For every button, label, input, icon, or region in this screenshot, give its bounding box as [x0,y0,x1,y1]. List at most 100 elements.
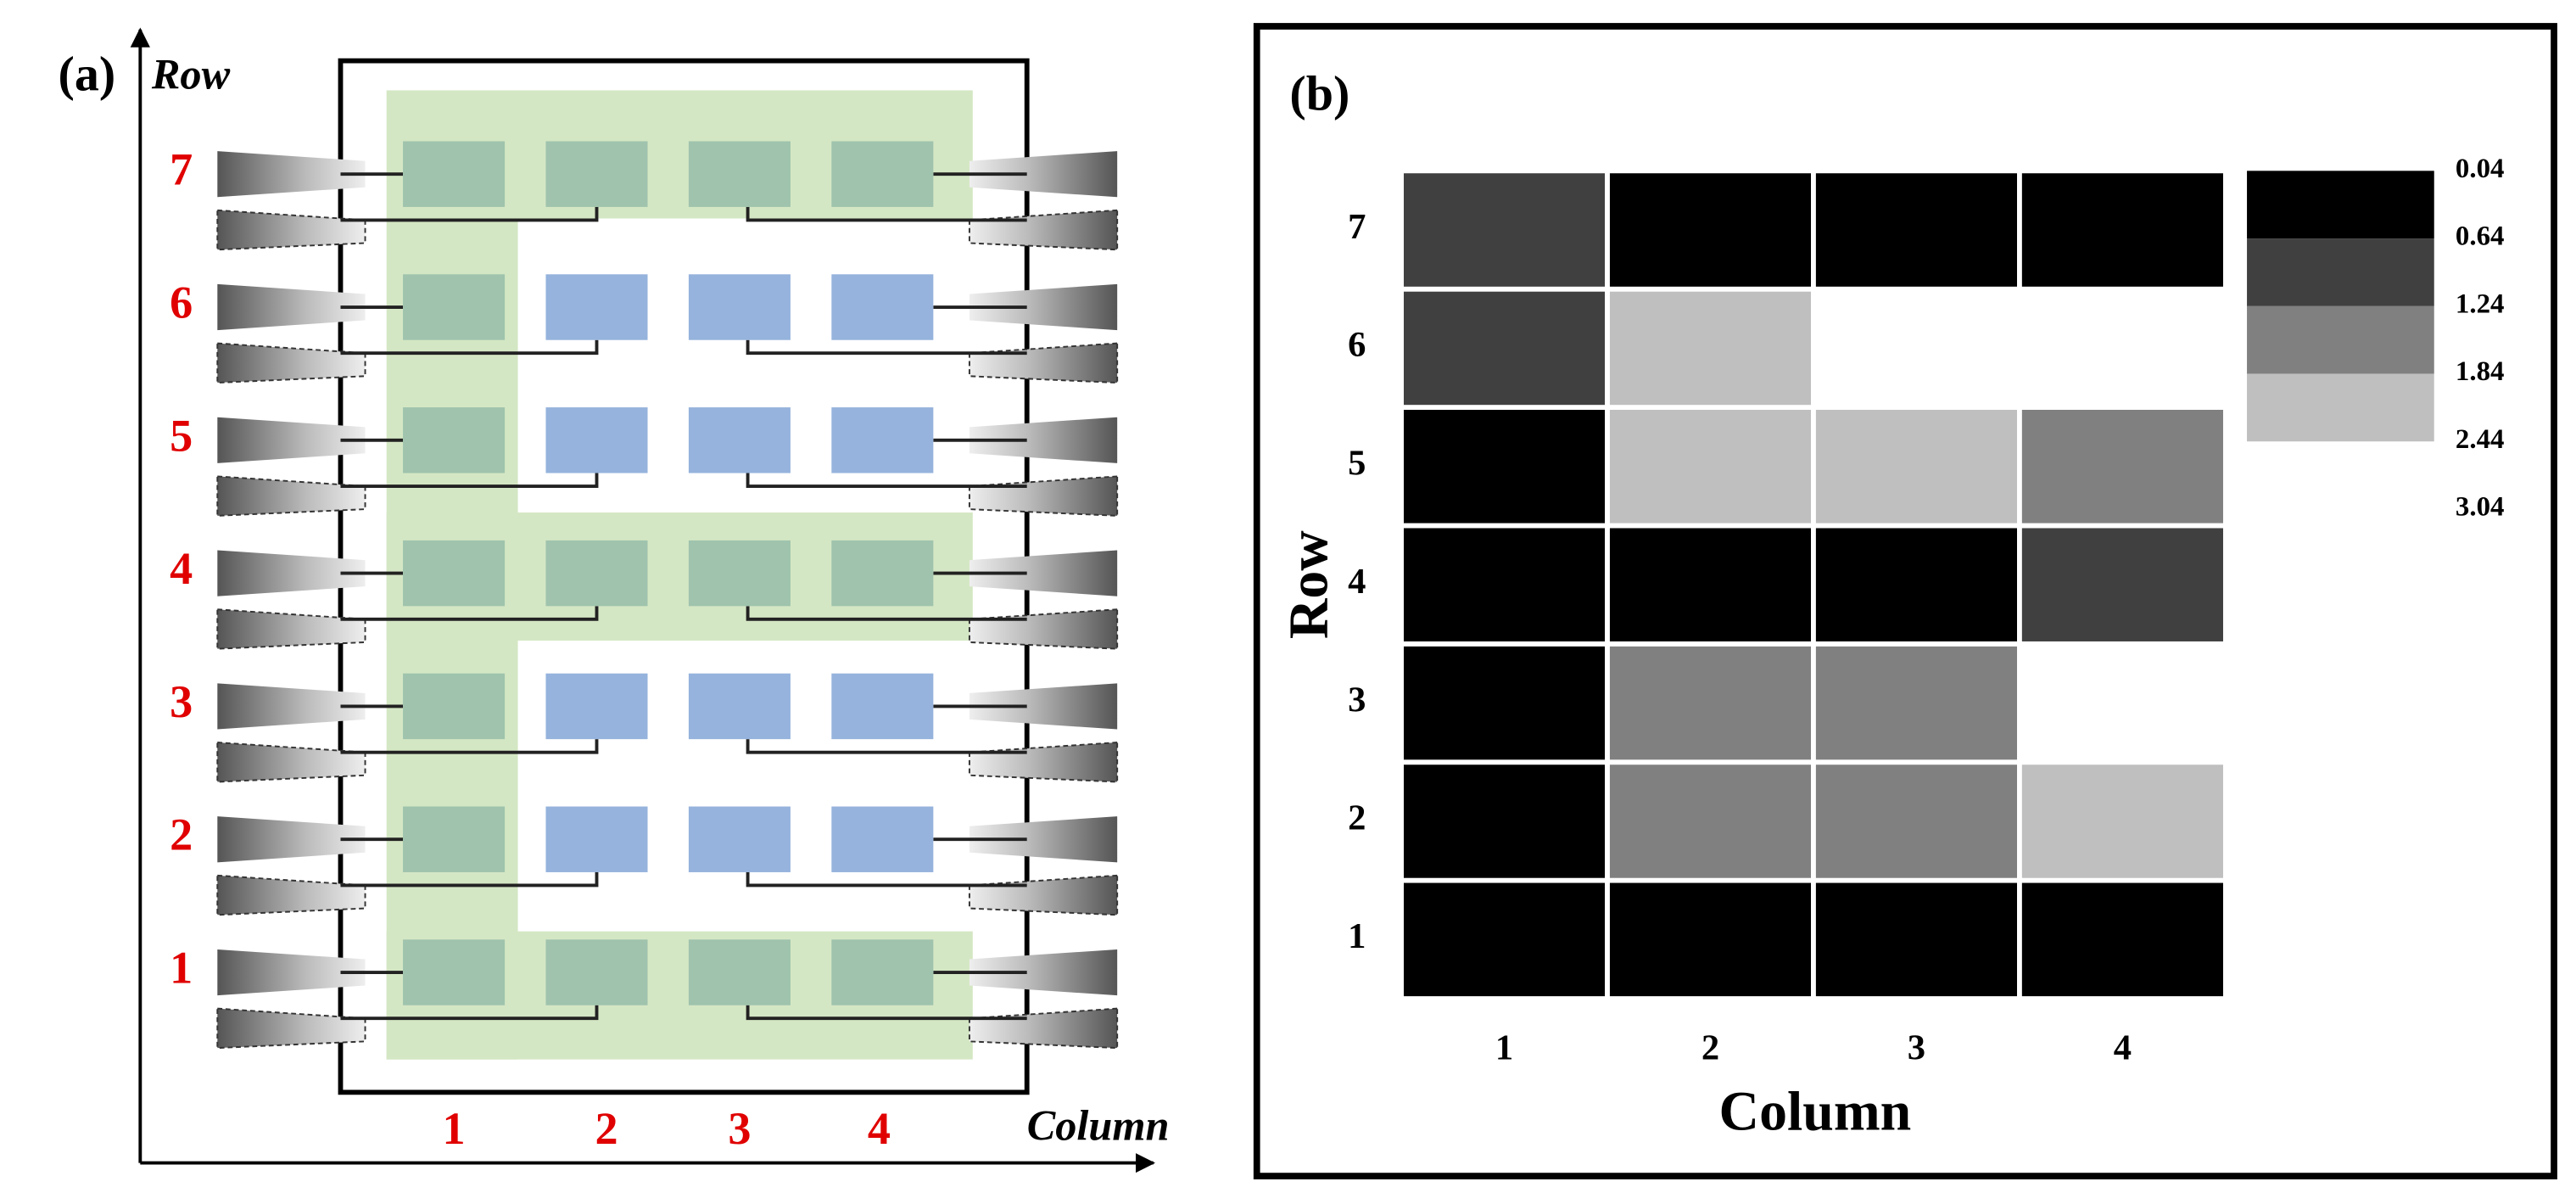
probe [217,550,366,596]
device-cell [688,141,791,207]
probe [969,683,1118,730]
colorbar-label: 0.04 [2456,154,2505,184]
colorbar-label: 1.24 [2456,288,2505,319]
row-label: 3 [170,676,193,727]
y-tick-label: 2 [1348,798,1366,838]
panel-frame [1253,23,2557,1179]
x-tick-label: 1 [1495,1028,1513,1068]
colorbar-block [2247,305,2434,374]
x-axis-label: Column [1719,1081,1912,1143]
device-cell [688,939,791,1005]
heatmap-cell [1605,168,1816,292]
heatmap-cell [1605,759,1816,883]
y-tick-label: 7 [1348,207,1366,247]
probe [216,741,366,783]
probe [217,151,366,198]
row-label: 1 [170,942,193,993]
wire [340,206,599,222]
device-cell [545,673,648,740]
heatmap-cell [2017,405,2228,529]
wire [340,739,599,754]
y-tick-label: 1 [1348,916,1366,956]
device-cell [688,540,791,607]
row-label: 4 [170,543,193,594]
wire [340,473,599,488]
wire [746,339,1027,356]
heatmap-cell [1399,286,1610,411]
device-cell [688,806,791,872]
heatmap-cell [1399,641,1610,765]
row-label: 2 [170,809,193,860]
probe [968,608,1119,650]
column-label: 2 [595,1103,618,1154]
heatmap-cell [2017,523,2228,647]
heatmap-cell [1811,759,2022,883]
probe [968,741,1119,783]
panel-a: (a) Row Column 1 2 3 4 5 6 7 1 2 3 4 [59,27,1170,1173]
wire [340,339,599,356]
device-cell [545,141,648,207]
row-label: 5 [170,410,193,461]
x-tick-label: 2 [1702,1028,1719,1068]
probe [968,475,1119,517]
wire [340,871,599,888]
probe [968,342,1119,384]
heatmap-cell [1605,641,1816,765]
heatmap-cell [1811,168,2022,292]
colorbar-label: 0.64 [2456,221,2505,252]
heatmap-cell [1811,641,2022,765]
heatmap-cell [1605,286,1816,411]
probe [969,417,1118,463]
probe [969,816,1118,863]
probe [969,550,1118,596]
device-cell [831,540,934,607]
colorbar-block [2247,441,2434,510]
heatmap-cell [1605,523,1816,647]
device-cell [545,806,648,872]
heatmap-cell [2017,286,2228,411]
probe [217,816,366,863]
heatmap-cell [1399,523,1610,647]
probe [217,949,366,996]
heatmap-cell [1399,759,1610,883]
device-cell [831,274,934,340]
x-tick-label: 3 [1908,1028,1925,1068]
probe [216,608,366,650]
device-cell [688,274,791,340]
wire [746,206,1027,222]
device-cell [831,673,934,740]
panel-label: (b) [1289,65,1349,120]
probe [968,1007,1119,1050]
device-cell [403,673,506,740]
probe [216,874,366,916]
y-tick-label: 6 [1348,325,1366,365]
heatmap-cell [2017,759,2228,883]
heatmap-cell [1605,877,1816,1001]
heatmap-cell [1811,877,2022,1001]
colorbar-block [2247,373,2434,442]
device-cell [545,540,648,607]
panel-label: (a) [59,46,116,101]
device-cell [403,806,506,872]
column-label: 3 [728,1103,751,1154]
row-label: 7 [170,144,193,195]
y-axis-label: Row [1278,530,1340,639]
heatmap-cell [1811,286,2022,411]
axis-label: Column [1027,1101,1170,1149]
probe [969,283,1118,331]
probe [968,209,1119,251]
y-tick-label: 4 [1348,562,1366,602]
heatmap-cell [1399,877,1610,1001]
wire [746,871,1027,888]
wire [340,1005,599,1021]
wire [746,606,1027,621]
device-cell [545,274,648,340]
device-cell [403,274,506,340]
device-cell [403,939,506,1005]
device-cell [831,407,934,473]
wire [746,739,1027,754]
device-cell [831,806,934,872]
colorbar-label: 1.84 [2456,356,2505,387]
